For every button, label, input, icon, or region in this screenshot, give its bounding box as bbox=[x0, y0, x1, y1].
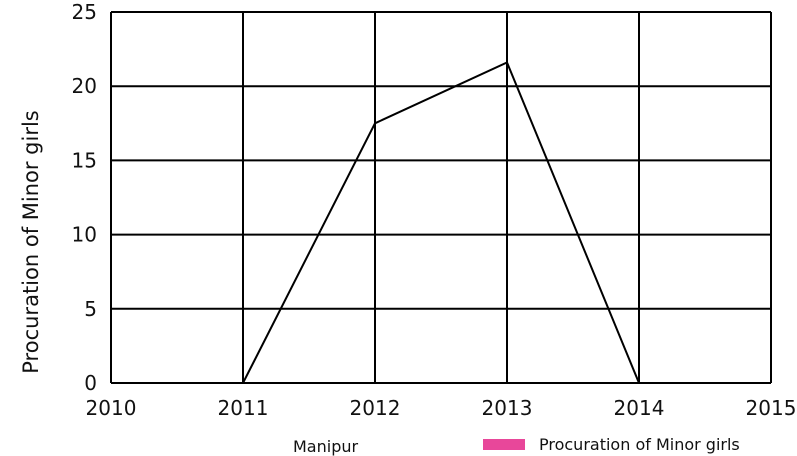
series-layer bbox=[242, 61, 640, 384]
y-axis-title: Procuration of Minor girls bbox=[19, 110, 43, 373]
y-tick-label: 15 bbox=[72, 148, 97, 172]
x-axis-ticks: 2010 2011 2012 2013 2014 2015 bbox=[86, 396, 797, 420]
legend-label: Procuration of Minor girls bbox=[539, 435, 740, 454]
y-tick-label: 0 bbox=[84, 371, 97, 395]
x-axis-title: Manipur bbox=[293, 437, 358, 456]
x-tick-label: 2013 bbox=[482, 396, 533, 420]
series-line bbox=[242, 61, 640, 384]
x-tick-label: 2014 bbox=[614, 396, 665, 420]
grid bbox=[110, 11, 772, 384]
y-tick-label: 25 bbox=[72, 0, 97, 24]
y-axis-ticks: 0 5 10 15 20 25 bbox=[72, 0, 97, 395]
y-tick-label: 20 bbox=[72, 74, 97, 98]
legend-swatch bbox=[483, 439, 525, 450]
legend: Procuration of Minor girls bbox=[483, 435, 740, 454]
x-tick-label: 2012 bbox=[350, 396, 401, 420]
y-tick-label: 5 bbox=[84, 297, 97, 321]
x-tick-label: 2011 bbox=[218, 396, 269, 420]
y-tick-label: 10 bbox=[72, 223, 97, 247]
x-tick-label: 2015 bbox=[746, 396, 797, 420]
x-tick-label: 2010 bbox=[86, 396, 137, 420]
